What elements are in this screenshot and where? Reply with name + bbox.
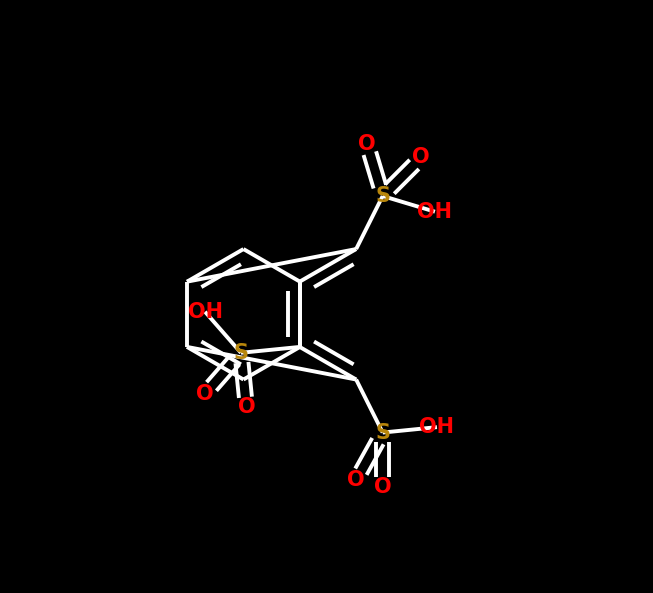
Text: O: O	[413, 148, 430, 167]
Text: O: O	[238, 397, 255, 417]
Text: OH: OH	[187, 302, 223, 322]
Text: OH: OH	[417, 202, 453, 222]
Text: S: S	[234, 343, 248, 363]
Text: S: S	[375, 423, 390, 442]
Text: S: S	[375, 186, 390, 206]
Text: OH: OH	[419, 417, 454, 437]
Text: O: O	[197, 384, 214, 404]
Text: O: O	[358, 134, 376, 154]
Text: O: O	[374, 477, 392, 497]
Text: O: O	[347, 470, 365, 490]
